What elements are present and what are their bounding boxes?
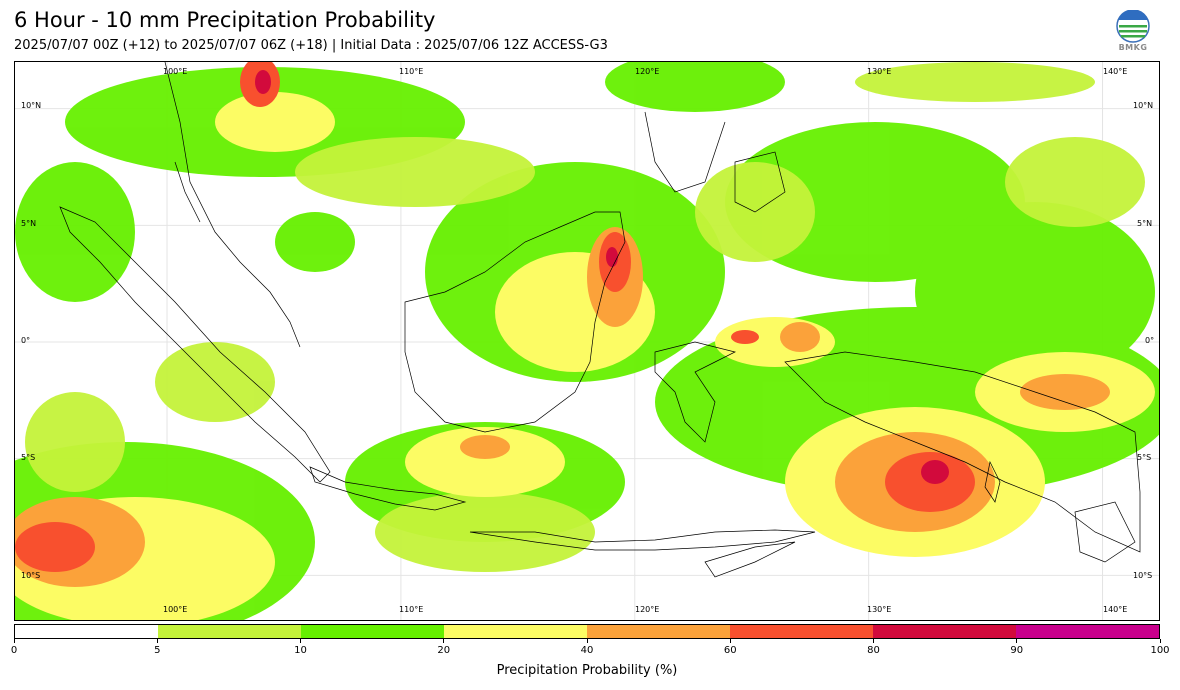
lat-label-right-5n: 5°N <box>1137 219 1153 228</box>
colorbar-bin <box>158 625 301 638</box>
lat-label-left-10n: 10°N <box>21 101 42 110</box>
colorbar-bin <box>730 625 873 638</box>
colorbar-bin <box>301 625 444 638</box>
colorbar-label: Precipitation Probability (%) <box>496 663 678 678</box>
colorbar-bin <box>873 625 1016 638</box>
lon-label-top-130e: 130°E <box>867 67 892 76</box>
colorbar-tick-label: 80 <box>867 645 880 656</box>
lat-label-right-5s: 5°S <box>1137 453 1152 462</box>
coastlines <box>59 62 1141 578</box>
logo-emblem-icon <box>1116 9 1150 43</box>
prob-field-80-90 <box>255 70 949 484</box>
colorbar-tickmark <box>1159 639 1161 643</box>
lon-label-bottom-120e: 120°E <box>635 605 660 614</box>
colorbar-tick-label: 90 <box>1010 645 1024 656</box>
colorbar-bin <box>444 625 587 638</box>
precipitation-map: 100°E 110°E 120°E 130°E 140°E 100°E 110°… <box>14 61 1160 621</box>
lat-label-left-10s: 10°S <box>21 571 41 580</box>
lat-label-left-5s: 5°S <box>21 453 36 462</box>
lon-label-top-140e: 140°E <box>1103 67 1128 76</box>
colorbar-tick-label: 20 <box>437 645 451 656</box>
lat-label-right-10s: 10°S <box>1133 571 1153 580</box>
colorbar-tick-label: 5 <box>154 645 161 656</box>
lon-label-bottom-100e: 100°E <box>163 605 188 614</box>
lat-label-right-10n: 10°N <box>1133 101 1154 110</box>
colorbar-bin <box>587 625 730 638</box>
colorbar-tick-label: 10 <box>294 645 307 656</box>
lon-label-top-120e: 120°E <box>635 67 660 76</box>
lat-label-left-5n: 5°N <box>21 219 37 228</box>
colorbar-tickmark <box>300 639 301 643</box>
colorbar-bin <box>1016 625 1159 638</box>
colorbar-tick-label: 40 <box>580 645 594 656</box>
lon-label-bottom-140e: 140°E <box>1103 605 1128 614</box>
colorbar-tick-label: 100 <box>1150 645 1170 656</box>
lon-label-bottom-110e: 110°E <box>399 605 424 614</box>
lon-label-top-110e: 110°E <box>399 67 424 76</box>
lat-label-right-0: 0° <box>1145 336 1155 345</box>
colorbar-tickmark <box>156 639 158 643</box>
colorbar-bin <box>15 625 158 638</box>
colorbar-tickmark <box>873 639 874 643</box>
map-canvas <box>15 62 1159 620</box>
logo-text: BMKG <box>1118 43 1148 52</box>
colorbar-tickmark <box>1016 639 1018 643</box>
colorbar-tick-label: 60 <box>723 645 737 656</box>
map-subtitle: 2025/07/07 00Z (+12) to 2025/07/07 06Z (… <box>14 38 608 53</box>
colorbar <box>14 624 1160 639</box>
colorbar-tickmark <box>443 639 445 643</box>
colorbar-tickmark <box>729 639 731 643</box>
bmkg-logo: BMKG <box>1114 9 1154 56</box>
colorbar-tick-label: 0 <box>10 645 18 656</box>
lon-label-top-100e: 100°E <box>163 67 188 76</box>
colorbar-tickmark <box>13 639 15 643</box>
colorbar-tickmark <box>586 639 588 643</box>
lat-label-left-0: 0° <box>21 336 31 345</box>
map-title: 6 Hour - 10 mm Precipitation Probability <box>14 8 436 32</box>
lon-label-bottom-130e: 130°E <box>867 605 892 614</box>
